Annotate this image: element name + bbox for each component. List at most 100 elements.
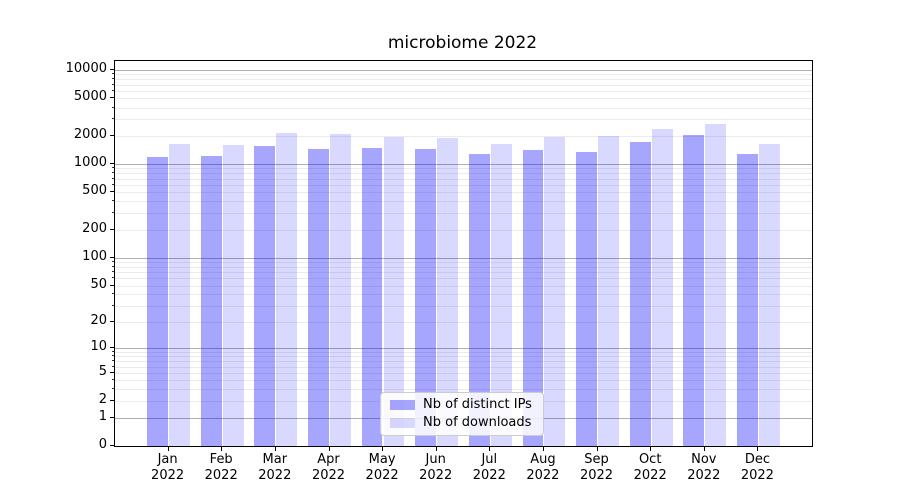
bar-nb-of-distinct-ips-aug-2022 — [522, 149, 544, 446]
y-minor-tick — [112, 304, 114, 306]
y-tick-10000 — [110, 69, 114, 71]
x-tick-may — [382, 447, 384, 451]
x-tick-aug — [542, 447, 544, 451]
y-minor-tick — [112, 355, 114, 357]
y-minor-tick — [112, 277, 114, 279]
x-tick-sep — [596, 447, 598, 451]
bar-nb-of-downloads-oct-2022 — [651, 128, 673, 446]
y-minor-tick — [112, 265, 114, 267]
y-minor-tick — [112, 167, 114, 169]
bar-nb-of-downloads-feb-2022 — [222, 144, 244, 446]
legend: Nb of distinct IPs Nb of downloads — [380, 392, 544, 436]
minor-gridline — [115, 213, 812, 215]
bar-nb-of-distinct-ips-nov-2022 — [683, 134, 705, 446]
minor-gridline — [115, 84, 812, 86]
major-gridline — [115, 70, 812, 72]
bar-nb-of-downloads-apr-2022 — [330, 133, 351, 446]
y-tick-label-20: 20 — [90, 312, 107, 328]
y-minor-tick — [112, 118, 114, 120]
x-tick-label-oct-2022: Oct 2022 — [633, 452, 667, 483]
minor-gridline — [115, 107, 812, 109]
y-minor-tick — [112, 365, 114, 367]
y-tick-2 — [110, 400, 114, 402]
x-tick-label-dec-2022: Dec 2022 — [740, 452, 774, 483]
minor-gridline — [115, 321, 812, 323]
y-tick-label-2: 2 — [98, 392, 107, 408]
y-tick-label-1000: 1000 — [73, 155, 107, 170]
y-minor-tick — [112, 379, 114, 381]
legend-swatch-distinct-ips — [390, 400, 415, 410]
x-tick-jun — [435, 447, 437, 451]
minor-gridline — [115, 272, 812, 273]
y-minor-tick — [112, 106, 114, 108]
y-minor-tick — [112, 78, 114, 80]
plot-area — [114, 60, 813, 447]
x-tick-nov — [703, 447, 705, 451]
y-tick-5000 — [110, 97, 114, 99]
bar-nb-of-distinct-ips-apr-2022 — [308, 148, 329, 446]
bar-nb-of-distinct-ips-jan-2022 — [147, 156, 169, 446]
x-tick-label-mar-2022: Mar 2022 — [258, 452, 292, 483]
minor-gridline — [115, 168, 812, 170]
x-tick-label-feb-2022: Feb 2022 — [204, 452, 238, 483]
bar-nb-of-downloads-jun-2022 — [437, 137, 459, 446]
y-tick-label-50: 50 — [90, 276, 107, 292]
x-tick-mar — [274, 447, 276, 451]
minor-gridline — [115, 184, 812, 186]
y-tick-10 — [110, 347, 114, 349]
y-tick-label-100: 100 — [82, 248, 107, 264]
bar-nb-of-distinct-ips-oct-2022 — [629, 141, 651, 446]
minor-gridline — [115, 356, 812, 358]
x-tick-feb — [221, 447, 223, 451]
y-minor-tick — [112, 388, 114, 390]
x-tick-label-nov-2022: Nov 2022 — [687, 452, 721, 483]
y-tick-label-10000: 10000 — [65, 61, 107, 77]
minor-gridline — [115, 98, 812, 100]
minor-gridline — [115, 91, 812, 92]
x-tick-label-may-2022: May 2022 — [365, 452, 399, 483]
y-tick-20 — [110, 320, 114, 322]
minor-gridline — [115, 294, 812, 296]
bar-nb-of-distinct-ips-jul-2022 — [468, 154, 490, 446]
minor-gridline — [115, 352, 812, 353]
y-minor-tick — [112, 73, 114, 75]
minor-gridline — [115, 261, 812, 263]
x-tick-label-jun-2022: Jun 2022 — [419, 452, 453, 483]
legend-item-distinct-ips: Nb of distinct IPs — [390, 397, 534, 413]
legend-label-distinct-ips: Nb of distinct IPs — [423, 397, 532, 412]
chart-title: microbiome 2022 — [387, 33, 538, 53]
minor-gridline — [115, 173, 812, 175]
y-minor-tick — [112, 212, 114, 214]
x-tick-label-aug-2022: Aug 2022 — [526, 452, 560, 483]
bar-nb-of-downloads-jul-2022 — [490, 143, 512, 446]
bar-nb-of-downloads-may-2022 — [383, 136, 405, 446]
y-minor-tick — [112, 83, 114, 85]
minor-gridline — [115, 229, 812, 231]
bar-nb-of-distinct-ips-dec-2022 — [736, 154, 758, 446]
x-tick-label-jul-2022: Jul 2022 — [472, 452, 506, 483]
y-tick-label-200: 200 — [82, 220, 107, 236]
x-tick-label-apr-2022: Apr 2022 — [311, 452, 346, 483]
x-tick-dec — [757, 447, 759, 451]
bar-nb-of-distinct-ips-may-2022 — [361, 147, 383, 446]
y-minor-tick — [112, 351, 114, 352]
minor-gridline — [115, 201, 812, 203]
y-minor-tick — [112, 293, 114, 295]
y-minor-tick — [112, 271, 114, 272]
y-tick-label-2000: 2000 — [73, 126, 107, 142]
y-minor-tick — [112, 200, 114, 202]
y-tick-label-5: 5 — [98, 363, 107, 379]
y-tick-0 — [110, 445, 114, 446]
minor-gridline — [115, 135, 812, 137]
y-tick-2000 — [110, 134, 114, 136]
minor-gridline — [115, 366, 812, 368]
y-minor-tick — [112, 90, 114, 91]
major-gridline — [115, 257, 812, 259]
minor-gridline — [115, 372, 812, 374]
minor-gridline — [115, 305, 812, 307]
bar-nb-of-distinct-ips-feb-2022 — [200, 155, 222, 446]
x-tick-label-sep-2022: Sep 2022 — [579, 452, 614, 483]
y-minor-tick — [112, 183, 114, 185]
x-tick-jul — [489, 447, 491, 451]
